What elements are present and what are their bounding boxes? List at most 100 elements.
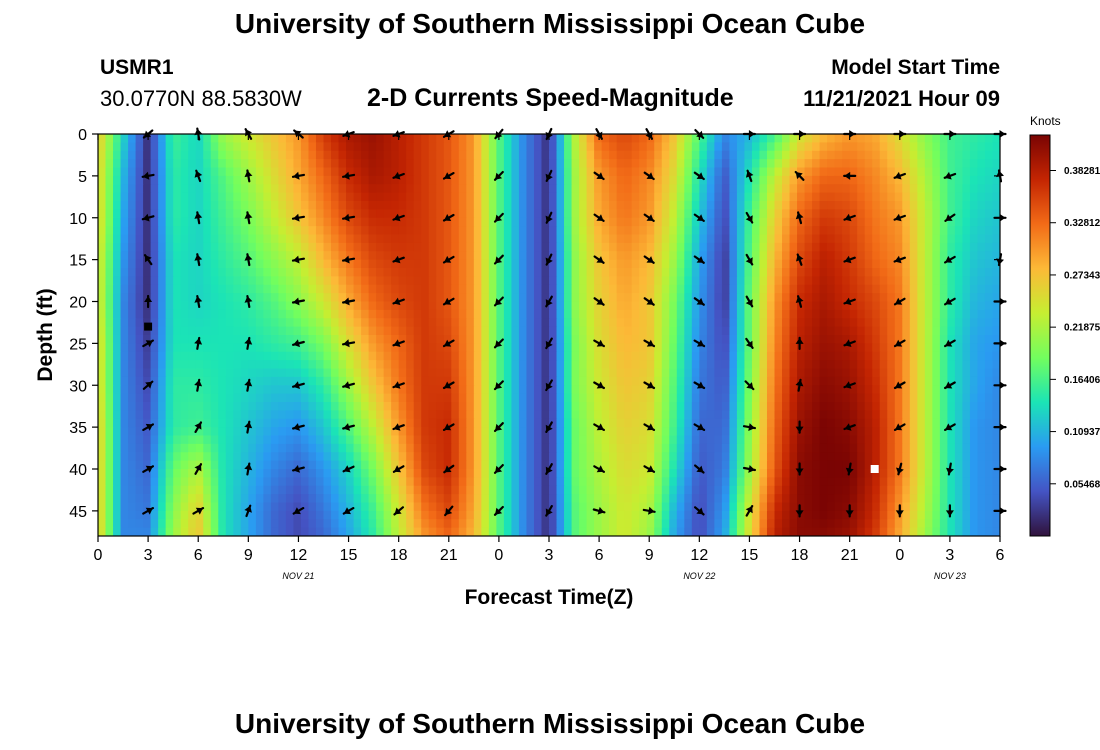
heat-cell (458, 259, 467, 269)
heat-cell (962, 217, 971, 227)
heat-cell (346, 335, 355, 344)
heat-cell (421, 469, 430, 478)
heat-cell (128, 410, 137, 420)
heat-cell (518, 385, 528, 395)
heat-cell (872, 318, 881, 328)
heat-cell (496, 402, 505, 411)
heat-cell (391, 427, 400, 437)
heat-cell (601, 427, 610, 437)
heat-cell (789, 226, 798, 236)
heat-cell (879, 443, 888, 453)
heat-cell (766, 460, 776, 470)
heat-cell (473, 293, 482, 303)
heat-cell (240, 175, 249, 185)
heat-cell (759, 385, 768, 395)
heat-cell (105, 309, 114, 319)
heat-cell (128, 150, 137, 160)
heat-cell (391, 284, 400, 294)
heat-cell (646, 259, 655, 269)
heat-cell (766, 175, 776, 185)
heat-cell (195, 159, 204, 169)
heat-cell (766, 376, 776, 386)
heat-cell (827, 469, 836, 478)
heat-cell (789, 142, 798, 152)
heat-cell (473, 150, 482, 160)
heat-cell (143, 351, 152, 361)
heat-cell (586, 410, 595, 420)
heat-cell (195, 360, 204, 370)
heat-cell (233, 427, 242, 437)
heat-cell (827, 234, 836, 244)
heat-cell (842, 301, 851, 311)
heat-cell (533, 167, 543, 177)
heat-cell (932, 402, 941, 411)
heat-cell (143, 201, 152, 210)
heat-cell (782, 418, 791, 428)
heat-cell (458, 418, 467, 428)
heat-cell (631, 427, 640, 437)
heat-cell (706, 259, 715, 269)
heat-cell (864, 284, 873, 294)
heat-cell (744, 226, 753, 236)
heat-cell (496, 393, 505, 403)
heat-cell (451, 418, 460, 428)
heat-cell (278, 410, 287, 420)
heat-cell (533, 452, 543, 462)
heat-cell (969, 385, 979, 395)
heat-cell (691, 217, 700, 227)
heat-cell (721, 435, 730, 445)
heat-cell (969, 452, 979, 462)
heat-cell (766, 268, 776, 277)
heat-cell (654, 301, 663, 311)
heat-cell (894, 142, 903, 152)
heat-cell (864, 209, 873, 219)
heat-cell (436, 192, 445, 202)
heat-cell (413, 201, 422, 210)
heat-cell (383, 175, 392, 185)
heat-cell (293, 427, 302, 437)
heat-cell (143, 184, 152, 194)
heat-cell (721, 251, 730, 261)
heat-cell (511, 326, 520, 336)
heat-cell (751, 226, 761, 236)
heat-cell (98, 309, 107, 319)
heat-cell (143, 142, 152, 152)
heat-cell (218, 368, 227, 378)
heat-cell (782, 293, 791, 303)
heat-cell (165, 284, 174, 294)
heat-cell (421, 326, 430, 336)
heat-cell (150, 301, 159, 311)
heat-cell (819, 184, 828, 194)
heat-cell (225, 251, 234, 261)
heat-cell (210, 259, 219, 269)
heat-cell (594, 418, 603, 428)
heat-cell (549, 335, 558, 344)
heat-cell (549, 184, 558, 194)
heat-cell (601, 376, 610, 386)
heat-cell (909, 234, 918, 244)
heat-cell (376, 343, 385, 353)
heat-cell (248, 284, 257, 294)
heat-cell (812, 134, 821, 143)
heat-cell (684, 385, 693, 395)
heat-cell (751, 251, 761, 261)
heat-cell (278, 167, 287, 177)
heat-cell (827, 217, 836, 227)
heat-cell (233, 209, 242, 219)
heat-cell (173, 159, 182, 169)
heat-cell (218, 393, 227, 403)
heat-cell (518, 360, 528, 370)
heat-cell (406, 301, 415, 311)
heat-cell (969, 192, 979, 202)
heat-cell (541, 234, 550, 244)
heat-cell (488, 276, 497, 286)
heat-cell (706, 134, 715, 143)
heat-cell (969, 443, 979, 453)
heat-cell (143, 251, 152, 261)
heat-cell (977, 376, 986, 386)
heat-cell (729, 217, 738, 227)
heat-cell (300, 318, 310, 328)
heat-cell (398, 335, 407, 344)
heat-cell (526, 309, 535, 319)
heat-cell (984, 159, 994, 169)
